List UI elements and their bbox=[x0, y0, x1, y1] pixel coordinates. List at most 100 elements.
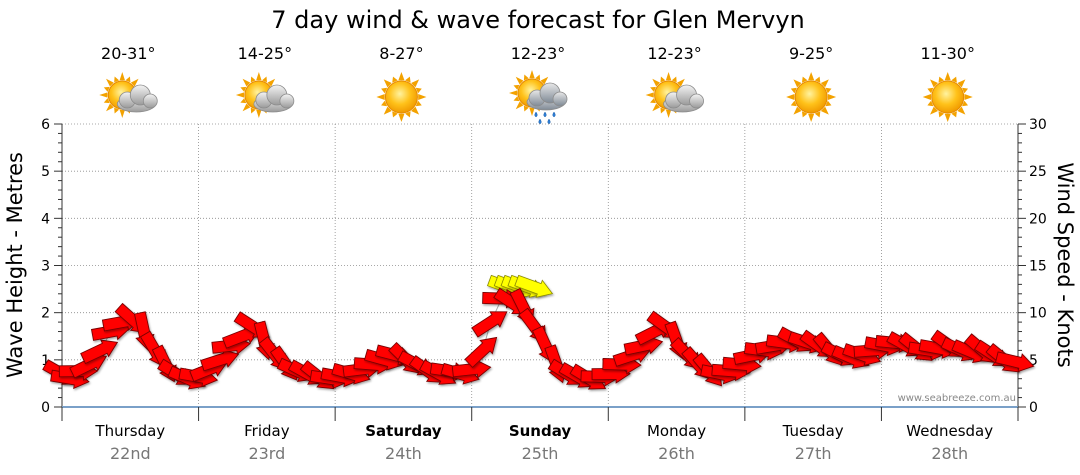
day-name-label: Wednesday bbox=[906, 422, 993, 440]
watermark: www.seabreeze.com.au bbox=[898, 393, 1016, 404]
sun-ray bbox=[119, 72, 125, 81]
sunny-icon bbox=[786, 72, 837, 122]
weather-icons-row bbox=[99, 70, 973, 125]
sun-ray bbox=[235, 92, 245, 98]
sun-ray bbox=[652, 103, 661, 112]
day-date-label: 23rd bbox=[248, 444, 285, 463]
sun-ray bbox=[392, 76, 398, 83]
sun-ray bbox=[808, 113, 815, 122]
sun-ray bbox=[652, 78, 661, 87]
right-tick-label: 30 bbox=[1029, 117, 1047, 133]
temperature-range: 9-25° bbox=[789, 44, 833, 63]
day-name-label: Tuesday bbox=[782, 422, 844, 440]
sun-ray bbox=[242, 78, 251, 87]
right-tick-label: 15 bbox=[1029, 259, 1047, 275]
sun-ray bbox=[418, 93, 427, 101]
sun-ray bbox=[540, 76, 549, 85]
sun-ray bbox=[938, 76, 945, 83]
sun-ray bbox=[267, 78, 276, 87]
temperature-range: 8-27° bbox=[379, 44, 423, 63]
sun-ray bbox=[381, 87, 388, 94]
sun-ray bbox=[930, 106, 939, 115]
sun-ray bbox=[801, 111, 808, 118]
sun-ray bbox=[660, 76, 666, 83]
left-tick-label: 3 bbox=[41, 259, 50, 275]
sun-ray bbox=[944, 113, 951, 122]
sun-ray bbox=[665, 72, 672, 81]
sun-ray bbox=[513, 84, 520, 90]
rain-drop bbox=[552, 111, 556, 118]
sun-ray bbox=[962, 100, 969, 107]
sun-ray bbox=[411, 79, 420, 88]
right-tick-label: 25 bbox=[1029, 164, 1047, 180]
strong-wind-arrow bbox=[514, 274, 554, 298]
sun-ray bbox=[130, 78, 139, 87]
left-tick-label: 0 bbox=[41, 400, 50, 416]
sun-ray bbox=[650, 86, 656, 92]
sun-disc bbox=[794, 80, 828, 114]
sun-ray bbox=[814, 76, 821, 83]
sun-ray bbox=[922, 93, 931, 101]
sun-ray bbox=[405, 76, 411, 83]
wind-arrow bbox=[80, 339, 119, 365]
temperature-range: 11-30° bbox=[920, 44, 975, 63]
sun-ray bbox=[820, 106, 829, 115]
day-name-label: Thursday bbox=[94, 422, 165, 440]
sun-ray bbox=[786, 93, 795, 101]
sun-ray bbox=[383, 106, 392, 115]
showers-icon bbox=[509, 70, 568, 125]
day-name-label: Friday bbox=[244, 422, 290, 440]
sun-ray bbox=[529, 107, 535, 116]
day-date-label: 22nd bbox=[110, 444, 151, 463]
wind-arrow bbox=[471, 311, 508, 338]
day-name-label: Saturday bbox=[365, 422, 442, 440]
sun-ray bbox=[964, 93, 973, 101]
sunny-icon bbox=[922, 72, 973, 122]
cloud-shape bbox=[663, 84, 704, 113]
sun-ray bbox=[411, 106, 420, 115]
left-tick-label: 4 bbox=[41, 211, 50, 227]
sun-ray bbox=[250, 76, 256, 83]
partly-cloudy-icon bbox=[235, 72, 295, 118]
sun-ray bbox=[660, 107, 666, 114]
sun-ray bbox=[825, 87, 832, 94]
rain-drop bbox=[538, 118, 542, 125]
cloud-shape bbox=[116, 84, 158, 113]
sun-rays bbox=[376, 72, 427, 122]
cloud-puff bbox=[552, 91, 568, 107]
sun-disc bbox=[384, 80, 418, 114]
sun-ray bbox=[376, 93, 385, 101]
partly-cloudy-icon bbox=[99, 72, 158, 118]
sun-ray bbox=[240, 98, 247, 104]
sun-ray bbox=[793, 79, 802, 88]
partly-cloudy-icon bbox=[645, 72, 704, 118]
sun-ray bbox=[927, 100, 934, 107]
sun-ray bbox=[951, 76, 957, 83]
wind-arrow bbox=[464, 336, 498, 369]
sun-ray bbox=[405, 111, 411, 118]
sun-ray bbox=[515, 101, 524, 110]
sun-ray bbox=[256, 72, 262, 81]
day-name-label: Monday bbox=[647, 422, 706, 440]
sun-ray bbox=[114, 107, 120, 114]
sun-ray bbox=[665, 109, 672, 118]
temperature-range: 20-31° bbox=[101, 44, 156, 63]
sun-ray bbox=[820, 79, 829, 88]
day-date-label: 27th bbox=[795, 444, 832, 463]
temperature-range: 12-23° bbox=[647, 44, 702, 63]
sun-rays bbox=[786, 72, 837, 122]
temperature-row: 20-31° 14-25° 8-27° 12-23° 12-23° 9-25° 11-30° bbox=[101, 44, 975, 63]
sun-ray bbox=[250, 107, 256, 114]
sun-ray bbox=[383, 79, 392, 88]
sun-ray bbox=[513, 96, 520, 102]
sun-ray bbox=[106, 103, 114, 112]
cloud-puff bbox=[279, 93, 295, 109]
cloud-puff bbox=[689, 93, 704, 109]
sun-ray bbox=[645, 92, 654, 98]
sun-ray bbox=[801, 76, 808, 83]
sun-ray bbox=[103, 86, 110, 92]
left-tick-label: 6 bbox=[41, 117, 50, 133]
sun-ray bbox=[256, 109, 262, 118]
cloud-shape bbox=[526, 82, 568, 111]
